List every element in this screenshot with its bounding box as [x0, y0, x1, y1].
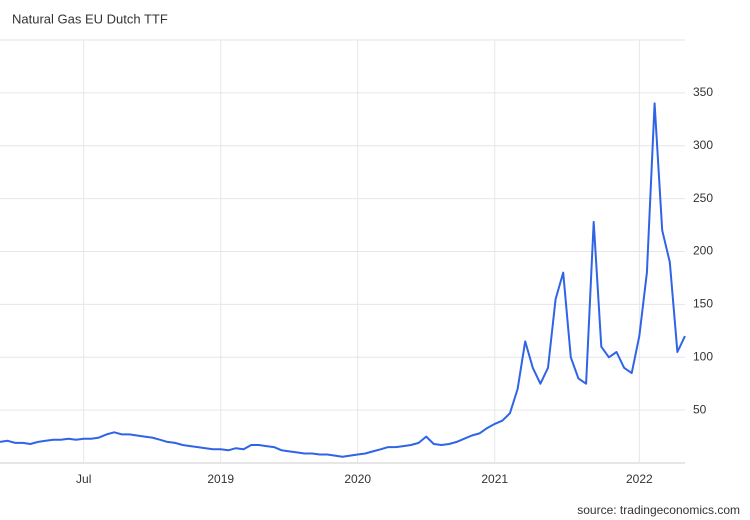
y-tick-label: 250	[693, 191, 713, 205]
y-tick-label: 200	[693, 244, 713, 258]
x-tick-label: 2022	[626, 472, 653, 486]
x-tick-label: 2019	[207, 472, 234, 486]
line	[0, 102, 686, 458]
y-tick-label: 350	[693, 85, 713, 99]
x-tick-label: Jul	[76, 472, 91, 486]
x-tick-label: 2020	[344, 472, 371, 486]
y-tick-label: 300	[693, 138, 713, 152]
y-tick-label: 150	[693, 297, 713, 311]
x-tick-label: 2021	[481, 472, 508, 486]
y-tick-label: 50	[693, 402, 707, 416]
y-tick-label: 100	[693, 349, 713, 363]
source: source: tradingeconomics.com	[577, 503, 740, 517]
chart-title: Natural Gas EU Dutch TTF	[12, 11, 168, 26]
